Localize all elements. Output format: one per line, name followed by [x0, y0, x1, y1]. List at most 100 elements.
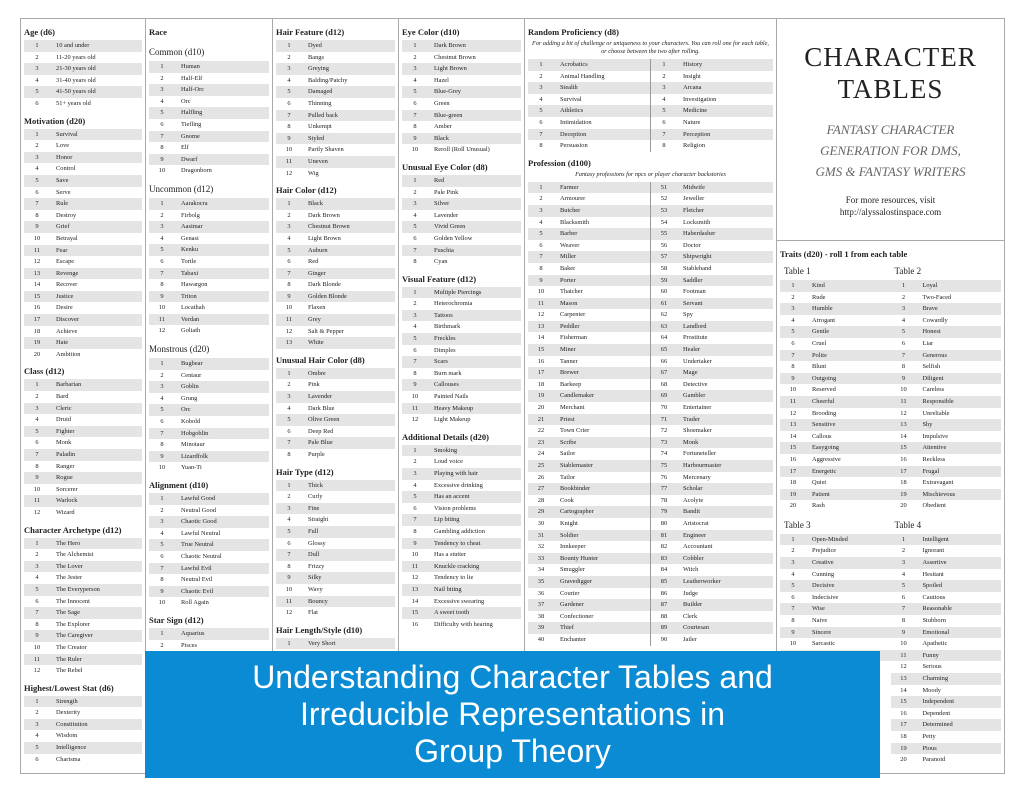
table-row: 85 Leatherworker [651, 575, 773, 588]
roll-number: 52 [660, 195, 668, 203]
roll-number: 26 [537, 473, 545, 481]
table-row: 75 Harbourmaster [651, 460, 773, 472]
roll-number: 9 [160, 587, 164, 595]
roll-number: 2 [539, 72, 543, 80]
table-rows: 1 10 and under 2 11-20 years old 3 21-30 year… [24, 40, 142, 110]
roll-number: 12 [285, 609, 293, 617]
table-row: 9 Diligent [890, 372, 1001, 385]
roll-number: 10 [158, 304, 166, 312]
table-row: 8 Naive [780, 615, 891, 627]
table-row: 20 Ambition [24, 349, 142, 361]
roll-result: Selfish [922, 363, 941, 371]
roll-number: 19 [537, 392, 545, 400]
roll-number: 2 [160, 371, 164, 379]
roll-result: The Alchemist [56, 551, 94, 559]
roll-result: The Everyperson [56, 585, 100, 593]
roll-number: 3 [160, 383, 164, 391]
table-row: 89 Courtesan [651, 622, 773, 634]
roll-number: 10 [285, 585, 293, 593]
roll-result: Strength [56, 697, 78, 705]
roll-result: Wisdom [56, 732, 78, 740]
table-row: 7 Tabaxi [149, 267, 269, 280]
roll-result: Careless [922, 386, 945, 394]
roll-number: 8 [662, 142, 666, 150]
table-row: 12 Wig [276, 168, 395, 180]
table-row: 17 Determined [890, 719, 1001, 731]
table-row: 20 Merchant [528, 402, 650, 414]
table-rows: 1 Thick 2 Curly 3 Fine 4 Straight 5 Full 6 Glossy 7 D… [276, 479, 395, 619]
section-title: Visual Feature (d12) [402, 273, 477, 284]
table-row: 2 Firbolg [149, 210, 269, 222]
resources: For more resources, visit http://alyssalo… [777, 194, 1004, 218]
table-row: 14 Moody [891, 685, 1002, 697]
table-row: 1 Multiple Piercings [402, 286, 521, 299]
roll-result: Candlemaker [560, 392, 595, 400]
table-row: 83 Cobbler [651, 552, 773, 565]
table-row: 3 Cleric [24, 402, 142, 415]
roll-number: 10 [285, 304, 293, 312]
roll-number: 7 [287, 269, 291, 277]
roll-result: Barkeep [560, 380, 582, 388]
roll-number: 18 [789, 479, 797, 487]
roll-number: 12 [900, 409, 907, 417]
roll-number: 9 [791, 374, 795, 382]
table-row: 8 Neutral Evil [149, 574, 269, 586]
roll-number: 12 [537, 311, 545, 319]
roll-number: 1 [413, 288, 417, 296]
table-row: 15 Easygoing [780, 442, 891, 454]
section-title: Profession (d100) [528, 157, 591, 168]
roll-result: Druid [56, 416, 71, 424]
roll-number: 64 [660, 334, 668, 342]
roll-result: Energetic [812, 467, 837, 475]
table-row: 15 Attentive [890, 442, 1001, 454]
roll-result: Indecisive [812, 593, 839, 601]
roll-number: 38 [537, 612, 545, 620]
roll-number: 1 [35, 130, 39, 138]
table-row: 67 Mage [651, 367, 773, 379]
roll-result: Serve [56, 188, 71, 196]
roll-number: 4 [413, 76, 417, 84]
table-row: 9 Rogue [24, 472, 142, 484]
roll-number: 8 [160, 144, 164, 152]
table-row: 1 Black [276, 198, 395, 210]
table-row: 10 Reserved [780, 384, 891, 396]
table-row: 10 Thatcher [528, 286, 650, 298]
roll-result: Damaged [308, 88, 333, 96]
roll-result: Rash [812, 502, 825, 510]
roll-number: 29 [537, 508, 545, 516]
table-row: 5 Halfling [149, 107, 269, 119]
table-row: 13 Revenge [24, 267, 142, 280]
roll-result: Brewer [560, 369, 579, 377]
roll-number: 12 [285, 327, 293, 335]
roll-result: Light Brown [434, 65, 467, 73]
roll-result: Lip biting [434, 516, 460, 524]
table-row: 22 Town Crier [528, 425, 650, 437]
roll-result: Intimidation [560, 118, 592, 126]
roll-number: 2 [662, 72, 666, 80]
roll-number: 13 [537, 322, 545, 330]
table-row: 61 Servant [651, 297, 773, 310]
roll-result: Cartographer [560, 508, 594, 516]
roll-result: Reasonable [922, 605, 952, 613]
roll-number: 5 [287, 246, 291, 254]
table-row: 10 Careless [891, 384, 1002, 396]
section-title: Highest/Lowest Stat (d6) [24, 682, 114, 693]
table-row: 1 Strength [24, 695, 142, 708]
roll-number: 6 [539, 241, 543, 249]
roll-result: Loud voice [434, 458, 463, 466]
table-row: 11 The Ruler [24, 653, 142, 666]
roll-number: 1 [160, 629, 164, 637]
roll-result: Bangs [308, 53, 324, 61]
table-row: 7 Ginger [276, 267, 395, 280]
table-row: 70 Entertainer [651, 402, 773, 414]
roll-number: 12 [158, 327, 166, 335]
roll-result: Difficulty with hearing [434, 620, 493, 628]
table-row: 4 Dark Blue [276, 403, 395, 415]
roll-result: Silver [434, 200, 450, 208]
roll-result: Orc [181, 406, 191, 414]
section-title: Class (d12) [24, 366, 65, 377]
roll-result: Flat [308, 609, 318, 617]
table-rows: 1 Dark Brown 2 Chestnut Brown 3 Light Brown 4 H… [402, 40, 521, 156]
roll-number: 1 [901, 282, 906, 289]
roll-number: 24 [537, 450, 545, 458]
